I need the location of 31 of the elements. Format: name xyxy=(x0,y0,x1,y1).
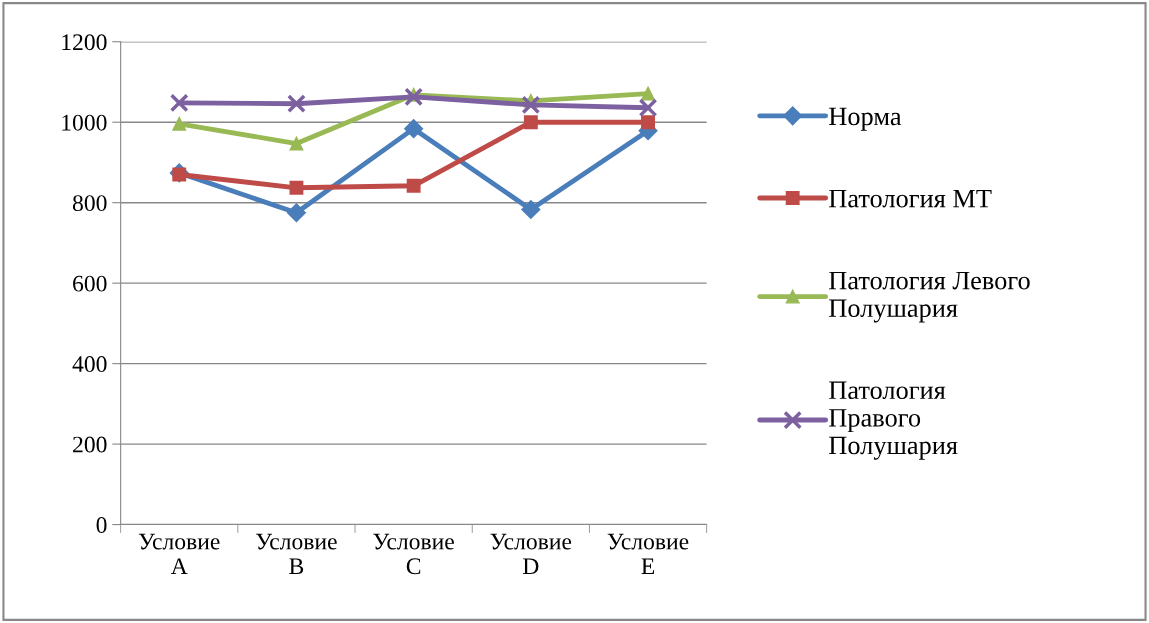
point xyxy=(521,199,541,220)
y-tick-label: 1200 xyxy=(62,34,107,51)
point xyxy=(287,94,306,114)
point xyxy=(404,87,424,107)
point xyxy=(523,115,538,130)
point xyxy=(406,178,421,193)
y-tick-label: 800 xyxy=(72,195,107,212)
point xyxy=(404,119,424,139)
point xyxy=(289,180,304,195)
x-tick-label: Условие B xyxy=(256,533,337,575)
x-tick-label: Условие A xyxy=(138,533,220,574)
x-tick-label: Условие E xyxy=(607,533,689,574)
point xyxy=(172,116,187,131)
point xyxy=(521,95,541,115)
point xyxy=(641,86,655,101)
y-tick-label: 200 xyxy=(73,436,107,453)
legend-label: Норма xyxy=(829,107,902,131)
legend-label: Патология Левого Полушария xyxy=(829,271,1030,323)
point xyxy=(289,136,304,151)
x-tick-label: Условие C xyxy=(373,533,454,575)
point xyxy=(169,93,189,113)
y-tick-label: 0 xyxy=(96,517,107,533)
y-tick-label: 1000 xyxy=(62,114,107,131)
x-tick-label: Условие D xyxy=(490,533,572,575)
point xyxy=(286,203,306,223)
point xyxy=(641,115,655,130)
legend-label: Патология Правого Полушария xyxy=(829,381,958,460)
y-tick-label: 600 xyxy=(73,275,107,292)
y-tick-label: 400 xyxy=(72,356,107,373)
point xyxy=(638,98,658,118)
legend-label: Патология МТ xyxy=(829,189,992,208)
